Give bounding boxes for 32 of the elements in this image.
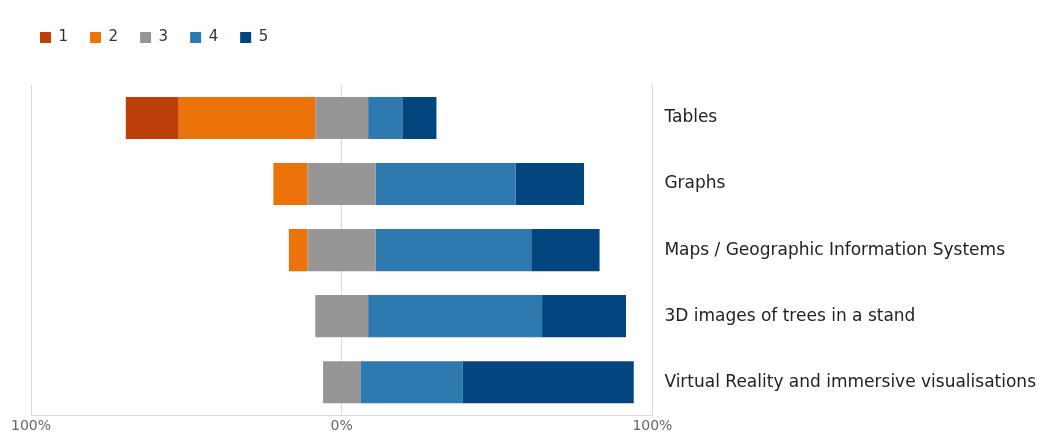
bar <box>368 96 403 140</box>
bar <box>307 163 376 206</box>
bar <box>402 96 437 140</box>
x-tick-label: 100% <box>11 417 52 434</box>
bar <box>307 229 376 272</box>
x-tick-label: 100% <box>632 417 673 434</box>
bar <box>288 229 308 272</box>
bar <box>323 361 361 404</box>
legend-label: 3 <box>158 27 169 46</box>
bar <box>462 361 634 404</box>
legend-label: 2 <box>108 27 119 46</box>
y-tick-label: Maps / Geographic Information Systems <box>664 238 1006 259</box>
bar <box>315 96 369 140</box>
bar <box>515 163 585 206</box>
y-tick-label: Virtual Reality and immersive visualisations <box>664 370 1037 391</box>
bar <box>542 295 626 338</box>
y-tick-label: Tables <box>663 106 718 127</box>
legend-label: 4 <box>208 27 219 46</box>
bar <box>531 229 600 272</box>
bar <box>178 96 316 140</box>
x-tick-label: 0% <box>330 417 353 434</box>
y-tick-label: Graphs <box>664 172 726 193</box>
bar <box>125 96 179 140</box>
y-tick-label: 3D images of trees in a stand <box>664 304 916 325</box>
bar <box>315 295 369 338</box>
legend-label: 5 <box>258 27 269 46</box>
bar <box>360 361 463 404</box>
bar <box>375 229 532 272</box>
bar <box>273 163 308 206</box>
bar <box>368 295 543 338</box>
bar <box>375 163 516 206</box>
legend-label: 1 <box>58 27 69 46</box>
